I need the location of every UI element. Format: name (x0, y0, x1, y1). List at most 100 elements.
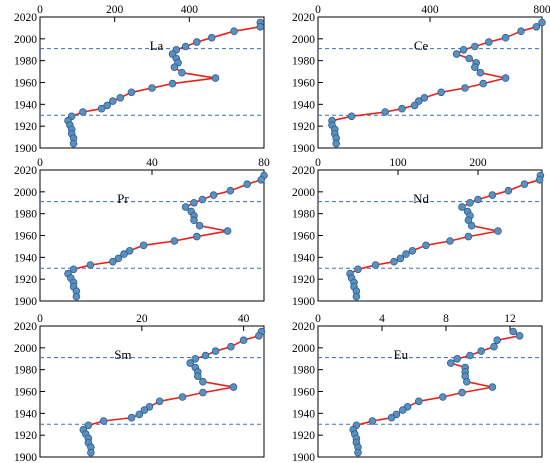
data-point (477, 347, 486, 355)
data-point (239, 336, 248, 345)
data-point (402, 250, 410, 258)
data-point (414, 397, 423, 406)
y-tick-label: 1920 (14, 121, 37, 133)
y-tick-label: 2000 (14, 343, 37, 355)
x-tick-label: 200 (469, 157, 487, 169)
x-tick-label: 400 (181, 4, 199, 16)
y-tick-label: 2000 (292, 187, 315, 199)
x-tick-label: 0 (315, 157, 321, 169)
series-line (67, 22, 262, 144)
y-tick-label: 1900 (292, 296, 315, 308)
data-point (476, 68, 485, 77)
data-point (398, 104, 406, 113)
data-point (446, 359, 455, 367)
y-tick-label: 2000 (292, 343, 315, 355)
y-tick-label: 1900 (14, 143, 37, 155)
data-point (230, 27, 238, 36)
data-point (190, 216, 198, 225)
data-point (464, 232, 473, 241)
data-point (488, 383, 497, 391)
x-tick-label: 0 (37, 4, 43, 16)
data-point (186, 359, 195, 367)
data-point (69, 139, 78, 148)
data-point (97, 104, 106, 113)
x-tick-label: 200 (106, 4, 124, 16)
y-tick-label: 1900 (14, 452, 37, 463)
data-point (223, 227, 232, 235)
data-point (193, 232, 201, 241)
data-point (352, 292, 361, 301)
data-point (398, 406, 407, 414)
y-tick-label: 1980 (292, 209, 315, 221)
data-point (198, 195, 207, 204)
data-point (120, 250, 128, 258)
y-tick-label: 1920 (292, 430, 315, 442)
data-point (229, 383, 238, 391)
y-tick-label: 2020 (292, 321, 315, 333)
data-point (190, 199, 198, 207)
y-tick-label: 1920 (292, 274, 315, 286)
data-point (168, 79, 177, 88)
y-tick-label: 1960 (292, 78, 315, 90)
data-point (79, 108, 87, 116)
data-point (170, 237, 179, 245)
data-point (396, 254, 405, 263)
y-tick-label: 1960 (292, 231, 315, 243)
panel-title: Sm (114, 347, 131, 362)
data-point (459, 45, 468, 54)
data-point (181, 203, 190, 211)
data-point (458, 388, 466, 397)
x-tick-label: 0 (315, 4, 321, 16)
x-tick-label: 0 (37, 313, 43, 325)
y-tick-label: 2020 (14, 321, 37, 333)
data-point (488, 191, 497, 199)
y-tick-label: 1940 (14, 252, 37, 264)
x-tick-label: 0 (315, 313, 321, 325)
data-point (464, 216, 473, 225)
data-point (201, 351, 210, 360)
y-tick-label: 1900 (292, 452, 315, 463)
data-point (207, 33, 216, 42)
data-point (354, 448, 362, 457)
data-point (438, 393, 447, 401)
y-tick-label: 1980 (292, 56, 315, 68)
data-point (467, 221, 476, 230)
data-point (199, 377, 207, 386)
data-point (125, 247, 134, 255)
data-point (155, 397, 164, 406)
data-point (371, 261, 380, 269)
x-tick-label: 20 (136, 313, 148, 325)
data-point (470, 42, 479, 51)
data-point (127, 88, 136, 97)
data-point (178, 68, 186, 77)
y-tick-label: 2000 (14, 34, 37, 46)
data-point (195, 221, 204, 230)
data-point (466, 199, 474, 207)
data-point (501, 74, 510, 82)
data-point (109, 257, 117, 266)
data-point (193, 38, 201, 46)
data-point (209, 191, 218, 199)
data-point (446, 237, 454, 245)
x-tick-label: 8 (443, 313, 449, 325)
y-tick-label: 2000 (292, 34, 315, 46)
panel-title: Ce (414, 38, 429, 53)
panel-title: Pr (117, 191, 129, 206)
data-point (381, 108, 390, 116)
data-point (181, 42, 190, 51)
y-tick-label: 1980 (14, 365, 37, 377)
data-point (479, 79, 488, 88)
y-tick-label: 1980 (292, 365, 315, 377)
x-tick-label: 40 (146, 157, 158, 169)
data-point (114, 254, 123, 263)
series-line (349, 175, 542, 297)
y-tick-label: 1960 (14, 78, 37, 90)
y-tick-label: 1920 (14, 430, 37, 442)
data-point (243, 180, 252, 189)
